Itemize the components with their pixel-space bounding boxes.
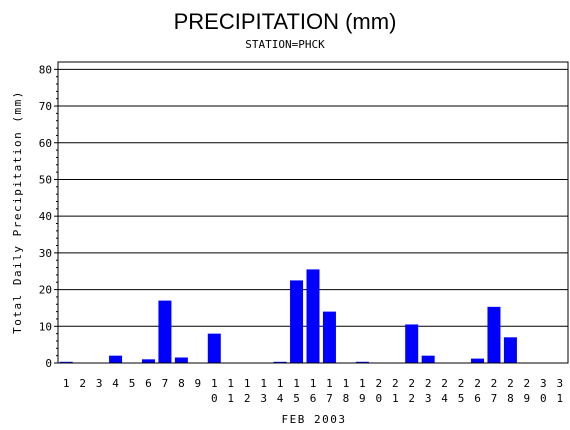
y-tick-label: 80 bbox=[39, 63, 52, 76]
bar-day-8 bbox=[174, 357, 188, 363]
x-tick-label: 9 bbox=[195, 377, 202, 390]
x-tick-label: 4 bbox=[112, 377, 119, 390]
y-tick-label: 20 bbox=[39, 284, 52, 297]
chart-subtitle: STATION=PHCK bbox=[245, 38, 325, 51]
y-tick-label: 10 bbox=[39, 320, 52, 333]
x-axis-label: FEB 2003 bbox=[282, 413, 347, 426]
y-tick-label: 40 bbox=[39, 210, 52, 223]
plot-frame bbox=[57, 61, 569, 364]
x-tick-label: 8 bbox=[178, 377, 185, 390]
y-tick-label: 70 bbox=[39, 100, 52, 113]
bar-day-7 bbox=[158, 300, 172, 363]
bar-day-14 bbox=[273, 361, 287, 363]
x-tick-label: 5 bbox=[129, 377, 136, 390]
x-tick-label: 7 bbox=[162, 377, 169, 390]
bar-day-26 bbox=[471, 358, 485, 363]
bar-day-28 bbox=[503, 337, 517, 363]
x-tick-label: 3 bbox=[96, 377, 103, 390]
bar-day-23 bbox=[421, 355, 435, 363]
y-axis: 0 10 20 30 40 50 60 70 80 bbox=[39, 63, 58, 370]
gridlines bbox=[58, 68, 568, 327]
x-tick-label: 2 bbox=[79, 377, 86, 390]
x-tick-label: 1 bbox=[63, 377, 70, 390]
bar-day-15 bbox=[290, 280, 304, 363]
y-axis-label: Total Daily Precipitation (mm) bbox=[11, 90, 24, 334]
bar-day-4 bbox=[109, 355, 123, 363]
bar-day-6 bbox=[141, 359, 155, 363]
bars bbox=[59, 269, 517, 363]
bar-day-10 bbox=[207, 333, 221, 363]
bar-day-19 bbox=[355, 361, 369, 363]
bar-day-1 bbox=[59, 361, 73, 363]
y-tick-label: 50 bbox=[39, 173, 52, 186]
bar-day-16 bbox=[306, 269, 320, 363]
bar-day-17 bbox=[322, 311, 336, 363]
y-tick-label: 0 bbox=[45, 357, 52, 370]
chart-title: PRECIPITATION (mm) bbox=[174, 9, 397, 34]
x-tick-label: 6 bbox=[145, 377, 152, 390]
x-axis: 1 2 3 4 5 6 7 8 9 1 01 11 21 31 41 51 61 71 81 92 02 12 22 32 42… bbox=[63, 377, 563, 405]
bar-day-22 bbox=[405, 324, 419, 363]
y-tick-label: 30 bbox=[39, 247, 52, 260]
bar-day-27 bbox=[487, 306, 501, 363]
y-tick-label: 60 bbox=[39, 137, 52, 150]
